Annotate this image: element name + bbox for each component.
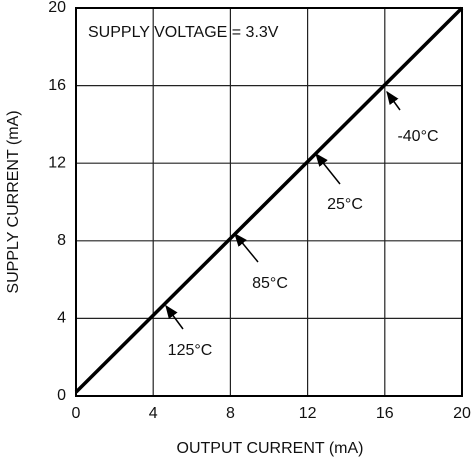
y-tick-label: 12 [48, 154, 66, 171]
x-tick-label: 20 [453, 405, 471, 422]
y-tick-label: 16 [48, 77, 66, 94]
x-tick-label: 4 [149, 405, 158, 422]
annotation: 85°C [252, 275, 288, 292]
x-tick-label: 8 [226, 405, 235, 422]
annotation: SUPPLY VOLTAGE = 3.3V [88, 24, 279, 41]
x-tick-label: 0 [72, 405, 81, 422]
x-tick-label: 16 [376, 405, 394, 422]
y-tick-label: 8 [57, 232, 66, 249]
plot-frame [75, 7, 463, 397]
annotation-arrow [386, 90, 401, 111]
y-tick-label: 4 [57, 310, 66, 327]
x-tick-label: 12 [299, 405, 317, 422]
data-line [74, 6, 464, 394]
annotation-arrow [234, 232, 259, 263]
annotation-arrow [315, 152, 341, 185]
y-tick-label: 0 [57, 387, 66, 404]
annotation: 125°C [168, 342, 213, 359]
annotation-arrow [165, 304, 184, 330]
x-axis-label: OUTPUT CURRENT (mA) [177, 440, 364, 457]
annotation: -40°C [397, 128, 438, 145]
y-axis-label: SUPPLY CURRENT (mA) [5, 110, 22, 293]
annotation: 25°C [327, 196, 363, 213]
y-tick-label: 20 [48, 0, 66, 16]
